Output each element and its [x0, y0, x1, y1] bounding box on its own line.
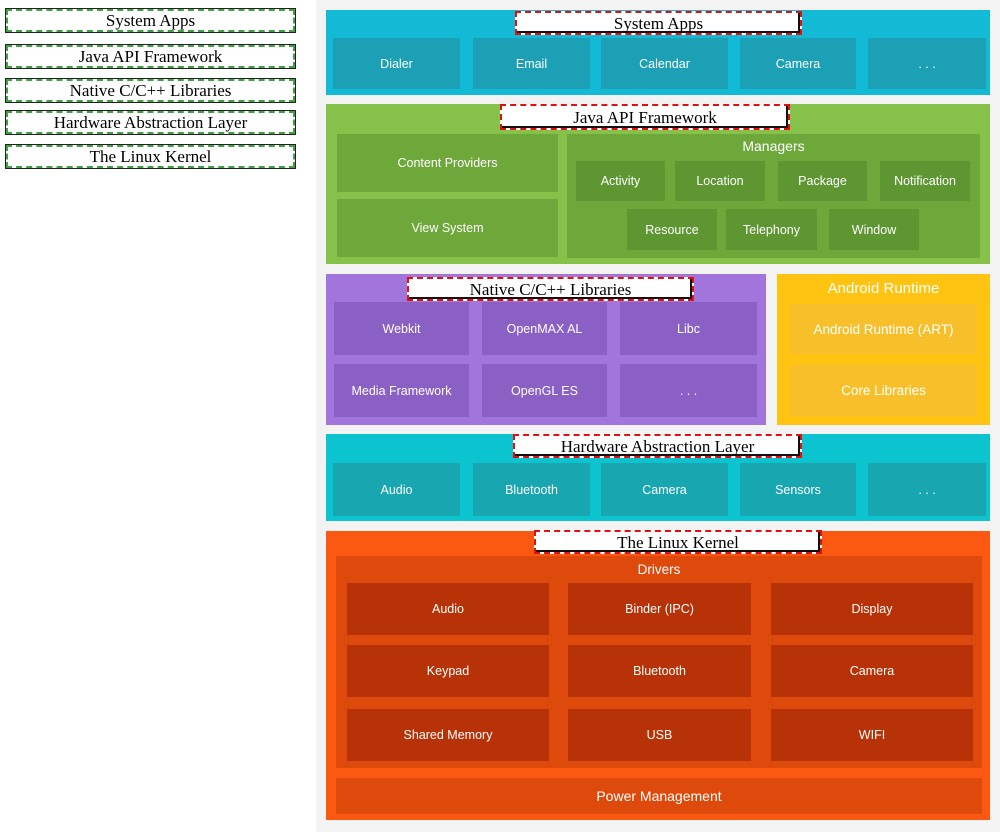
tile-wifi-driver: WIFI [771, 709, 973, 761]
tile-media-framework: Media Framework [334, 364, 469, 417]
tile-bluetooth-driver: Bluetooth [568, 645, 751, 697]
answer-java-api-framework[interactable]: Java API Framework [5, 44, 296, 69]
tile-view-system: View System [337, 199, 558, 257]
drop-zone-system-apps[interactable]: System Apps [515, 11, 802, 35]
drop-zone-linux-kernel[interactable]: The Linux Kernel [534, 530, 822, 554]
tile-dialer: Dialer [333, 38, 460, 89]
tile-content-providers: Content Providers [337, 134, 558, 192]
tile-shared-memory: Shared Memory [347, 709, 549, 761]
drop-zone-native-libraries[interactable]: Native C/C++ Libraries [407, 277, 694, 301]
drop-zone-java-api[interactable]: Java API Framework [500, 104, 790, 130]
tile-camera: Camera [740, 38, 856, 89]
tile-notification: Notification [880, 161, 970, 201]
answer-hal[interactable]: Hardware Abstraction Layer [5, 110, 296, 135]
tile-power-management: Power Management [336, 778, 982, 814]
managers-title: Managers [742, 138, 805, 154]
tile-telephony: Telephony [726, 209, 817, 250]
tile-usb-driver: USB [568, 709, 751, 761]
tile-sensors: Sensors [740, 463, 856, 516]
tile-email: Email [473, 38, 590, 89]
tile-camera-driver: Camera [771, 645, 973, 697]
answer-linux-kernel[interactable]: The Linux Kernel [5, 144, 296, 169]
tile-location: Location [675, 161, 765, 201]
android-runtime-title: Android Runtime [827, 280, 940, 297]
drivers-title: Drivers [637, 562, 681, 577]
tile-more: . . . [620, 364, 757, 417]
tile-audio: Audio [333, 463, 460, 516]
tile-window: Window [829, 209, 919, 250]
answer-native-libraries[interactable]: Native C/C++ Libraries [5, 78, 296, 103]
tile-libc: Libc [620, 302, 757, 355]
tile-camera: Camera [601, 463, 728, 516]
tile-keypad-driver: Keypad [347, 645, 549, 697]
tile-webkit: Webkit [334, 302, 469, 355]
drop-zone-hal[interactable]: Hardware Abstraction Layer [513, 434, 802, 458]
tile-core-libraries: Core Libraries [790, 365, 977, 416]
tile-audio-driver: Audio [347, 583, 549, 635]
tile-package: Package [778, 161, 867, 201]
tile-opengl: OpenGL ES [482, 364, 607, 417]
tile-openmax: OpenMAX AL [482, 302, 607, 355]
tile-bluetooth: Bluetooth [473, 463, 590, 516]
answer-system-apps[interactable]: System Apps [5, 8, 296, 33]
tile-more: . . . [868, 463, 986, 516]
tile-calendar: Calendar [601, 38, 728, 89]
tile-binder: Binder (IPC) [568, 583, 751, 635]
tile-resource: Resource [627, 209, 717, 250]
tile-display-driver: Display [771, 583, 973, 635]
tile-art: Android Runtime (ART) [790, 304, 977, 354]
tile-more: . . . [868, 38, 986, 89]
tile-activity: Activity [576, 161, 665, 201]
